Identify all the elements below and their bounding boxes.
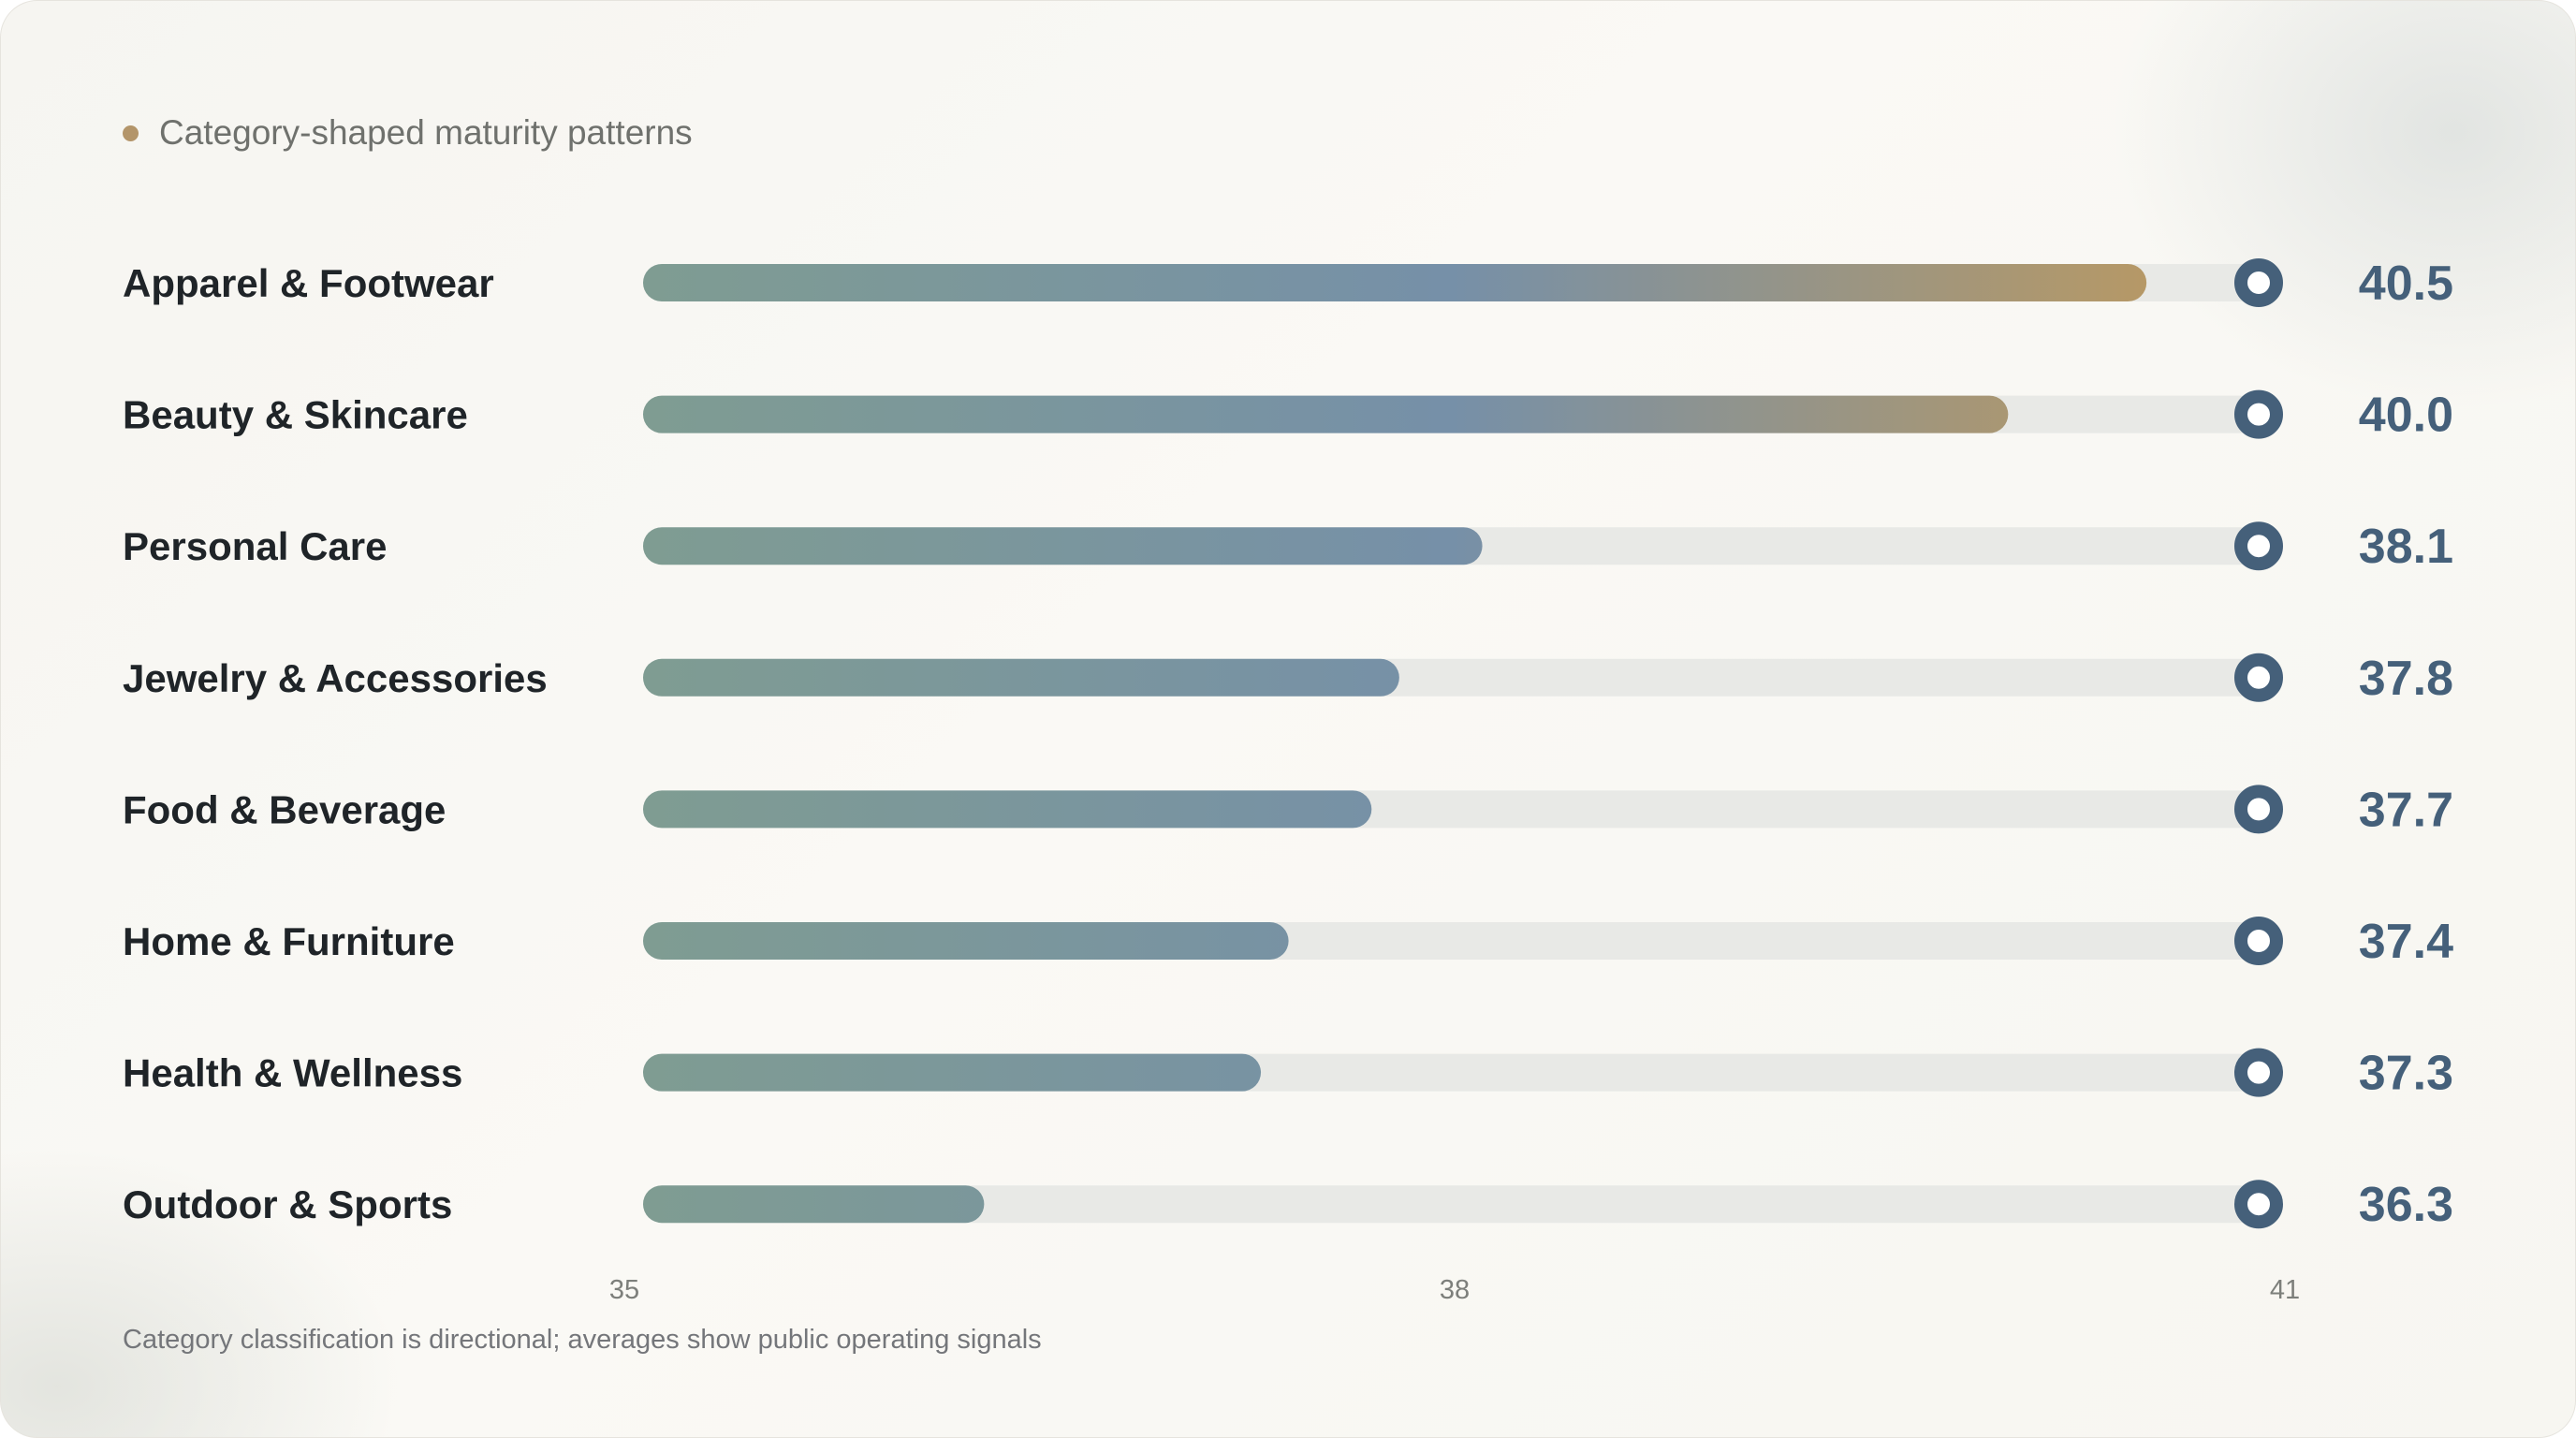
category-label: Apparel & Footwear [123,261,494,305]
x-tick-label: 35 [609,1275,639,1305]
marker-icon [2234,389,2283,439]
bar [643,658,1399,697]
value-label: 36.3 [2359,1178,2453,1232]
category-label: Health & Wellness [123,1051,462,1095]
value-label: 40.5 [2359,257,2453,311]
footnote: Category classification is directional; … [123,1325,1042,1355]
chart-subtitle: Category-shaped maturity patterns [123,110,693,156]
marker-icon [2234,653,2283,702]
category-label: Outdoor & Sports [123,1182,452,1226]
bar-row: Food & Beverage 37.7 [123,783,2453,837]
subtitle-text: Category-shaped maturity patterns [159,113,693,152]
marker-icon [2234,1048,2283,1097]
category-label: Home & Furniture [123,919,455,963]
bar [643,922,1289,960]
x-tick-label: 38 [1440,1275,1470,1305]
bar-row: Outdoor & Sports 36.3 [123,1178,2453,1232]
bar [643,264,2147,301]
subtitle-dot-icon [123,125,139,141]
category-label: Food & Beverage [123,787,446,831]
bar [643,790,1372,829]
bar [643,527,1483,565]
bar-row: Health & Wellness 37.3 [123,1047,2453,1101]
marker-icon [2234,258,2283,307]
marker-icon [2234,1180,2283,1229]
bar [643,1185,985,1224]
bar-row: Home & Furniture 37.4 [123,915,2453,969]
bar-row: Beauty & Skincare 40.0 [123,389,2453,443]
bar-row: Apparel & Footwear 40.5 [123,257,2453,311]
marker-icon [2234,785,2283,834]
value-label: 38.1 [2359,520,2453,574]
marker-icon [2234,521,2283,571]
value-label: 37.8 [2359,652,2453,706]
bar [643,395,2009,433]
value-label: 37.4 [2359,915,2453,969]
bar-row: Jewelry & Accessories 37.8 [123,652,2453,706]
value-label: 37.3 [2359,1047,2453,1101]
x-tick-label: 41 [2270,1275,2300,1305]
bar-row: Personal Care 38.1 [123,520,2453,574]
value-label: 37.7 [2359,783,2453,837]
bar [643,1053,1262,1092]
bar-track [643,1185,2259,1224]
category-label: Jewelry & Accessories [123,656,548,700]
value-label: 40.0 [2359,389,2453,443]
category-label: Beauty & Skincare [123,393,468,437]
category-label: Personal Care [123,524,387,568]
marker-icon [2234,917,2283,965]
